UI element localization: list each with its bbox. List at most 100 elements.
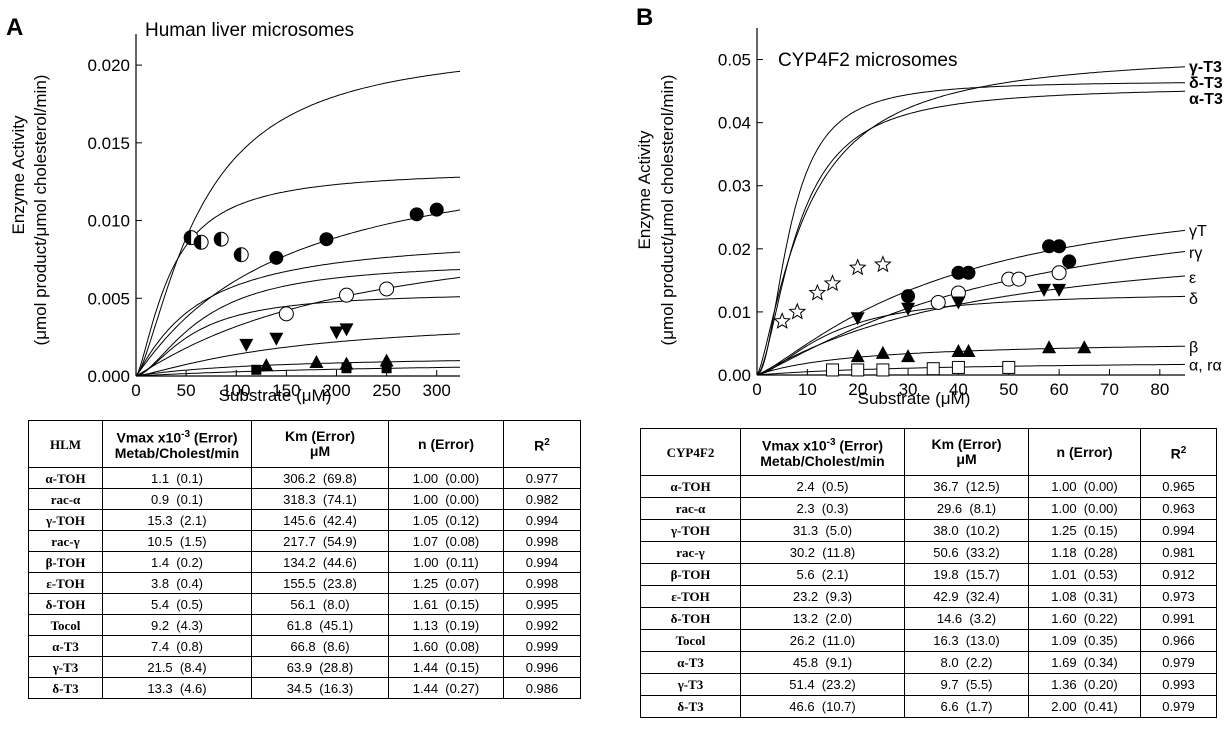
table-b-table-row: δ-T3 46.6 (10.7) 6.6 (1.7) 2.00 (0.41) 0.979 bbox=[640, 695, 1217, 718]
data-point bbox=[951, 265, 966, 280]
table-a-cell: 1.00 (0.11) bbox=[388, 551, 504, 573]
x-tick-label: 100 bbox=[222, 381, 250, 400]
table-a-cell: 1.25 (0.07) bbox=[388, 572, 504, 594]
table-b-cell: 0.991 bbox=[1140, 607, 1217, 630]
data-point bbox=[850, 349, 865, 363]
data-point bbox=[329, 326, 344, 340]
fit-curve bbox=[756, 275, 1186, 376]
x-tick-label: 60 bbox=[1050, 380, 1069, 399]
table-b-cell: 0.973 bbox=[1140, 585, 1217, 608]
table-a-cell: 1.05 (0.12) bbox=[388, 509, 504, 531]
data-point bbox=[901, 302, 916, 316]
y-tick-label: 0.005 bbox=[87, 289, 130, 308]
table-b-cell: 46.6 (10.7) bbox=[740, 695, 905, 718]
table-b-cell: 36.7 (12.5) bbox=[904, 475, 1029, 498]
table-a-row-label: γ-T3 bbox=[28, 656, 103, 678]
x-tick-label: 40 bbox=[949, 380, 968, 399]
table-a-cell: 0.995 bbox=[503, 593, 581, 615]
x-tick-label: 80 bbox=[1150, 380, 1169, 399]
table-b-cell: 50.6 (33.2) bbox=[904, 541, 1029, 564]
curve-label: δ-T3 bbox=[1189, 75, 1223, 92]
table-a-cell: 34.5 (16.3) bbox=[251, 677, 389, 699]
table-a-table-row: γ-T3 21.5 (8.4) 63.9 (28.8) 1.44 (0.15) 0.99… bbox=[28, 656, 581, 678]
data-point bbox=[309, 355, 324, 369]
data-point bbox=[1002, 360, 1016, 374]
table-a-table-row: β-TOH 1.4 (0.2) 134.2 (44.6) 1.00 (0.11) 0.9… bbox=[28, 551, 581, 573]
fit-curve bbox=[135, 209, 460, 377]
table-a-cell: 0.9 (0.1) bbox=[102, 488, 252, 510]
table-b-cell: 0.965 bbox=[1140, 475, 1217, 498]
table-b-cell: 1.36 (0.20) bbox=[1028, 673, 1141, 696]
curve-label: α, rα bbox=[1189, 357, 1222, 374]
table-b-cell: 29.6 (8.1) bbox=[904, 497, 1029, 520]
table-a-cell: 0.998 bbox=[503, 572, 581, 594]
data-point bbox=[379, 353, 394, 367]
table-b-cell: 16.3 (13.0) bbox=[904, 629, 1029, 652]
table-b-cell: 5.6 (2.1) bbox=[740, 563, 905, 586]
data-point bbox=[1042, 340, 1057, 354]
fit-curve bbox=[135, 269, 460, 377]
table-a-cell: 1.4 (0.2) bbox=[102, 551, 252, 573]
data-point bbox=[951, 344, 966, 358]
table-a-cell: 10.5 (1.5) bbox=[102, 530, 252, 552]
table-b-cell: 9.7 (5.5) bbox=[904, 673, 1029, 696]
curve-label: ε bbox=[1189, 270, 1196, 287]
data-point bbox=[951, 360, 965, 374]
data-point bbox=[788, 302, 807, 320]
data-point bbox=[341, 363, 352, 374]
table-b-table-row: ε-TOH 23.2 (9.3) 42.9 (32.4) 1.08 (0.31) 0.9… bbox=[640, 585, 1217, 608]
panel-a-kinetics-table: HLM Vmax x10-3 (Error) Metab/Cholest/min … bbox=[28, 420, 581, 699]
table-a-cell: 0.999 bbox=[503, 635, 581, 657]
x-tick-label: 70 bbox=[1100, 380, 1119, 399]
curve-label: γ-T3 bbox=[1189, 59, 1222, 76]
table-a-header-r2: R2 bbox=[503, 420, 581, 468]
table-b-cell: 42.9 (32.4) bbox=[904, 585, 1029, 608]
data-point bbox=[961, 344, 976, 358]
y-tick-label: 0.015 bbox=[87, 134, 130, 153]
table-a-cell: 306.2 (69.8) bbox=[251, 467, 389, 489]
table-b-table-row: Tocol 26.2 (11.0) 16.3 (13.0) 1.09 (0.35) 0.… bbox=[640, 629, 1217, 652]
table-a-cell: 1.44 (0.27) bbox=[388, 677, 504, 699]
table-a-header-vmax: Vmax x10-3 (Error) Metab/Cholest/min bbox=[102, 420, 252, 468]
table-b-cell: 23.2 (9.3) bbox=[740, 585, 905, 608]
data-point bbox=[851, 363, 865, 377]
table-a-cell: 13.3 (4.6) bbox=[102, 677, 252, 699]
table-b-cell: 0.966 bbox=[1140, 629, 1217, 652]
data-point bbox=[1062, 254, 1077, 269]
table-a-cell: 9.2 (4.3) bbox=[102, 614, 252, 636]
table-b-cell: 1.69 (0.34) bbox=[1028, 651, 1141, 674]
table-b-table-row: β-TOH 5.6 (2.1) 19.8 (15.7) 1.01 (0.53) 0.91… bbox=[640, 563, 1217, 586]
table-b-cell: 6.6 (1.7) bbox=[904, 695, 1029, 718]
table-b-header-r2: R2 bbox=[1140, 428, 1217, 476]
data-point bbox=[269, 332, 284, 346]
data-point bbox=[930, 294, 946, 310]
table-a-cell: 1.61 (0.15) bbox=[388, 593, 504, 615]
data-point bbox=[1052, 283, 1067, 297]
panel-a-letter: A bbox=[6, 14, 24, 41]
y-tick-label: 0.00 bbox=[718, 366, 751, 385]
panel-a-title: Human liver microsomes bbox=[145, 20, 354, 41]
table-a-row-label: β-TOH bbox=[28, 551, 103, 573]
x-tick-label: 0 bbox=[131, 381, 140, 400]
table-b-cell: 0.994 bbox=[1140, 519, 1217, 542]
data-point bbox=[901, 349, 916, 363]
table-b-cell: 0.993 bbox=[1140, 673, 1217, 696]
fit-curve bbox=[135, 333, 460, 377]
table-a-cell: 0.996 bbox=[503, 656, 581, 678]
table-b-row-label: α-TOH bbox=[640, 475, 741, 498]
table-b-row-label: rac-γ bbox=[640, 541, 741, 564]
fit-curve bbox=[756, 82, 1185, 376]
data-point bbox=[773, 312, 792, 329]
data-point bbox=[961, 265, 976, 280]
table-a-cell: 15.3 (2.1) bbox=[102, 509, 252, 531]
table-a-cell: 1.00 (0.00) bbox=[388, 488, 504, 510]
table-b-table-row: α-TOH 2.4 (0.5) 36.7 (12.5) 1.00 (0.00) 0.96… bbox=[640, 475, 1217, 498]
data-point bbox=[213, 231, 229, 247]
table-b-header-n: n (Error) bbox=[1028, 428, 1141, 476]
table-b-cell: 19.8 (15.7) bbox=[904, 563, 1029, 586]
data-point bbox=[1037, 283, 1052, 297]
data-point bbox=[339, 287, 354, 303]
table-a-cell: 0.986 bbox=[503, 677, 581, 699]
panel-a-ylabel-2: (μmol product/μmol cholesterol/min) bbox=[31, 75, 50, 346]
table-a-header-name: HLM bbox=[28, 420, 103, 468]
